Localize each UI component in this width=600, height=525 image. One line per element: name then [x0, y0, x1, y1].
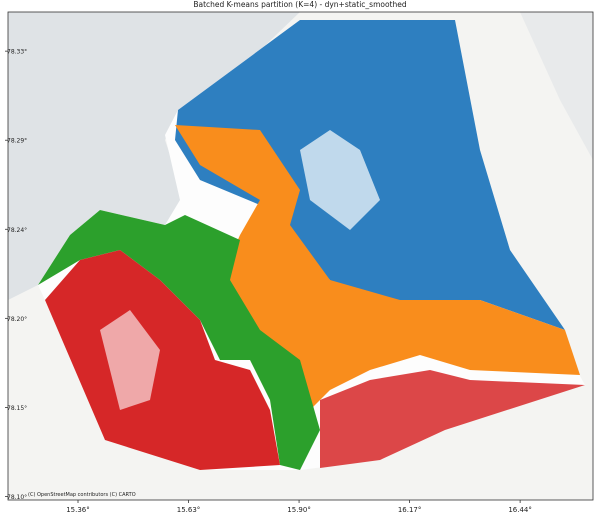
y-tick-label: 78.10°	[7, 494, 27, 501]
x-tick-label: 15.90°	[287, 506, 311, 514]
partition-clusters	[38, 20, 585, 470]
y-tick-label: 78.15°	[7, 405, 27, 412]
y-tick-label: 78.33°	[7, 49, 27, 56]
cluster-red	[320, 370, 585, 468]
y-tick-label: 78.20°	[7, 316, 27, 323]
sea	[8, 12, 300, 300]
glacier	[520, 12, 593, 160]
x-tick-label: 15.63°	[177, 506, 201, 514]
gap	[300, 130, 380, 230]
cluster-green	[38, 210, 320, 470]
frame	[7, 11, 594, 501]
attribution: (C) OpenStreetMap contributors (C) CARTO	[28, 492, 136, 498]
x-tick-label: 16.44°	[508, 506, 532, 514]
gap	[100, 310, 160, 410]
x-tick-label: 15.36°	[66, 506, 90, 514]
y-tick-label: 78.29°	[7, 138, 27, 145]
map-title: Batched K-means partition (K=4) - dyn+st…	[193, 0, 407, 9]
y-tick-label: 78.24°	[7, 227, 27, 234]
x-tick-label: 16.17°	[398, 506, 422, 514]
cluster-red	[45, 250, 280, 470]
